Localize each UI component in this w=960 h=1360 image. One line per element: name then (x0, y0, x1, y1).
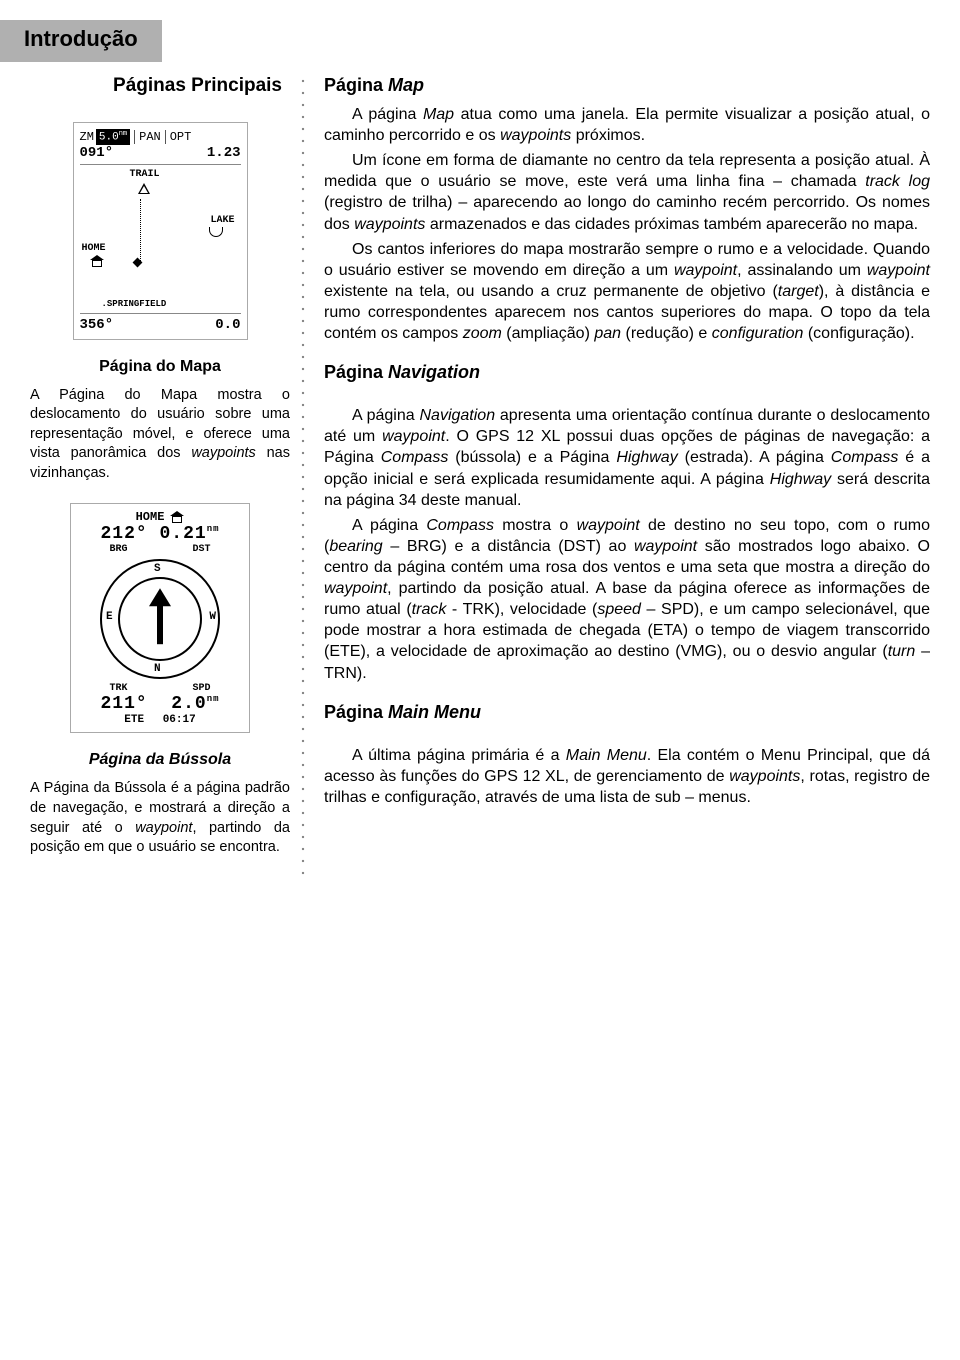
map-caption: Página do Mapa (99, 358, 221, 376)
para-nav-2: A página Compass mostra o waypoint de de… (324, 515, 930, 684)
compass-home-row: HOME (77, 510, 243, 524)
map-description: A Página do Mapa mostra o deslocamento d… (30, 386, 290, 484)
para-map-2: Um ícone em forma de diamante no centro … (324, 150, 930, 234)
brg-dst-values: 212° 0.21nm (77, 524, 243, 544)
trail-icon (138, 183, 150, 199)
bottom-speed: 0.0 (215, 317, 240, 333)
compass-description: A Página da Bússola é a página padrão de… (30, 779, 290, 857)
compass-caption: Página da Bússola (89, 751, 231, 769)
cardinal-e: E (106, 611, 113, 623)
lake-icon (209, 227, 223, 241)
right-column: Página Map A página Map atua como uma ja… (316, 75, 930, 878)
track-line (140, 199, 141, 261)
separator (134, 130, 135, 144)
dist-value: 1.23 (207, 145, 241, 161)
separator (165, 130, 166, 144)
city-label: .SPRINGFIELD (102, 299, 167, 309)
zm-value: 5.0nm (96, 129, 130, 145)
heading-value: 091° (80, 145, 114, 161)
spd-label: SPD (192, 683, 210, 694)
home-label: HOME (82, 243, 106, 254)
lcd-top-row: ZM 5.0nm PAN OPT (80, 129, 241, 145)
ete-value: 06:17 (163, 714, 196, 726)
cardinal-n: N (154, 663, 161, 675)
trk-spd-values: 211° 2.0nm (77, 694, 243, 714)
para-nav-1: A página Navigation apresenta uma orient… (324, 405, 930, 511)
ete-label: ETE (124, 714, 144, 726)
trail-label: TRAIL (130, 169, 160, 180)
lake-label: LAKE (210, 215, 234, 226)
left-column: Páginas Principais ZM 5.0nm PAN OPT 091°… (30, 75, 290, 878)
pan-label: PAN (139, 130, 161, 144)
gps-map-screen: ZM 5.0nm PAN OPT 091° 1.23 TRAIL LAKE HO… (73, 122, 248, 340)
section-tab: Introdução (0, 20, 162, 62)
opt-label: OPT (170, 130, 192, 144)
heading-page-main-menu: Página Main Menu (324, 702, 930, 723)
gps-compass-screen: HOME 212° 0.21nm BRG DST S N E W TRK (70, 503, 250, 733)
heading-page-map: Página Map (324, 75, 930, 96)
lcd-heading-row: 091° 1.23 (80, 145, 241, 161)
dst-label: DST (192, 544, 210, 555)
trk-label: TRK (109, 683, 127, 694)
bottom-heading: 356° (80, 317, 114, 333)
left-heading: Páginas Principais (30, 75, 290, 97)
cardinal-w: W (209, 611, 216, 623)
lcd-bottom-row: 356° 0.0 (80, 317, 241, 333)
brg-label: BRG (109, 544, 127, 555)
direction-arrow-icon (149, 589, 171, 645)
compass-rose: S N E W (100, 559, 220, 679)
home-icon (170, 511, 184, 523)
para-map-3: Os cantos inferiores do mapa mostrarão s… (324, 239, 930, 345)
para-mainmenu-1: A última página primária é a Main Menu. … (324, 745, 930, 808)
cardinal-s: S (154, 563, 161, 575)
home-icon (90, 255, 104, 271)
brg-dst-labels: BRG DST (77, 544, 243, 555)
page-content: Páginas Principais ZM 5.0nm PAN OPT 091°… (30, 75, 930, 878)
para-map-1: A página Map atua como uma janela. Ela p… (324, 104, 930, 146)
compass-home-label: HOME (136, 510, 165, 524)
ete-row: ETE 06:17 (77, 714, 243, 726)
trk-spd-labels: TRK SPD (77, 683, 243, 694)
dotted-divider (300, 75, 306, 878)
zm-label: ZM (80, 130, 94, 144)
heading-page-navigation: Página Navigation (324, 362, 930, 383)
lcd-map-area: TRAIL LAKE HOME .SPRINGFIELD (80, 164, 241, 314)
